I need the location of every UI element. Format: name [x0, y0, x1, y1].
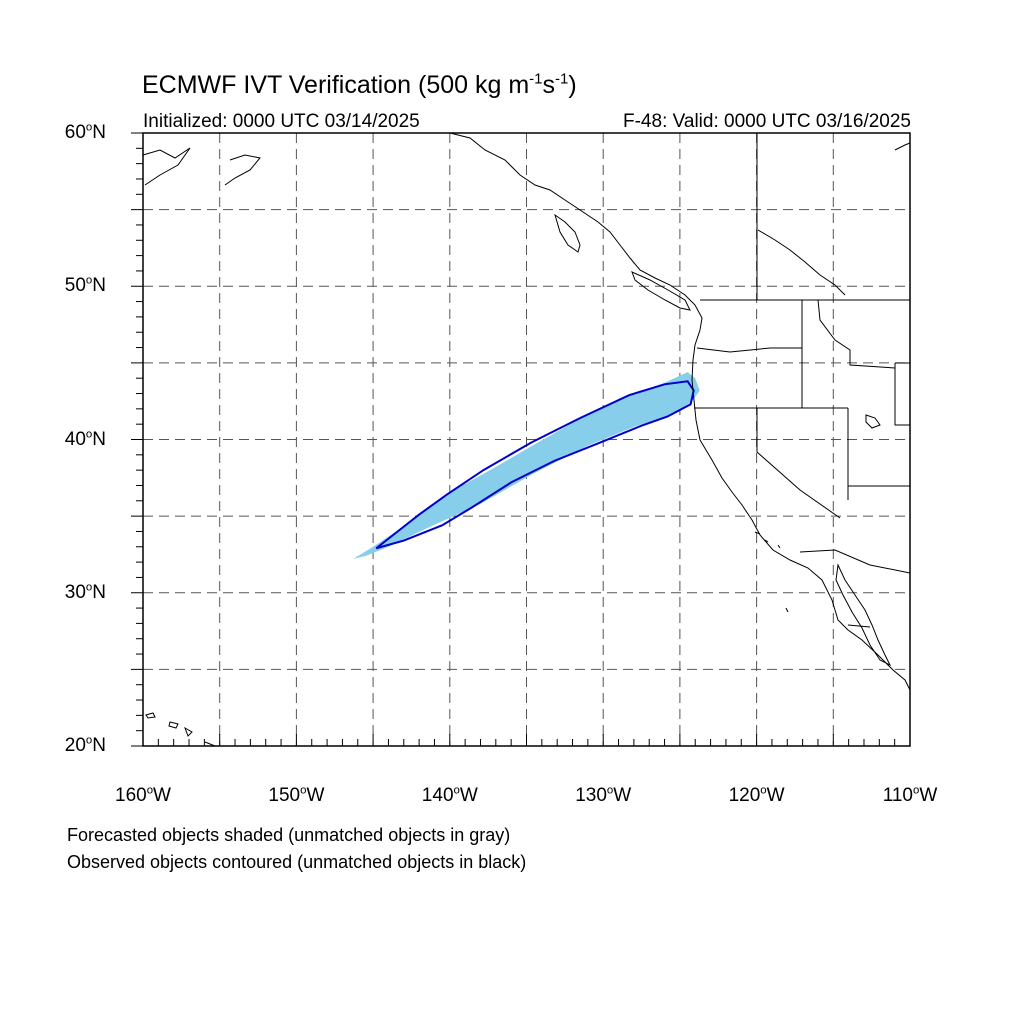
- coastline-interior-1: [757, 229, 846, 296]
- great-salt-lake: [865, 414, 881, 429]
- longitude-label: 160oW: [115, 784, 171, 806]
- axis-ticks: [131, 132, 911, 747]
- us-mexico-border: [799, 549, 911, 574]
- state-border-wa-or: [696, 347, 802, 353]
- longitude-label: 140oW: [421, 784, 478, 806]
- grid-lines: [143, 133, 910, 746]
- observed-object: [375, 380, 695, 550]
- plot-frame: [142, 132, 911, 747]
- coastline-hawaii-1: [145, 712, 156, 719]
- coastline-bc-islands: [554, 213, 581, 253]
- mexico-state-border: [847, 624, 871, 628]
- coastline-north-america: [449, 132, 911, 691]
- coastline-alaska: [142, 147, 191, 186]
- chart-title: ECMWF IVT Verification (500 kg m-1s-1): [142, 70, 577, 99]
- state-border-ca-nv: [756, 408, 841, 519]
- latitude-label: 40oN: [64, 428, 106, 450]
- coastlines: [142, 132, 911, 747]
- footer-forecast-note: Forecasted objects shaded (unmatched obj…: [67, 825, 511, 845]
- latitude-label: 50oN: [64, 274, 106, 297]
- forecast-object: [353, 372, 700, 559]
- coastline-alaska-3: [894, 142, 911, 151]
- political-borders: [694, 133, 911, 628]
- state-border-wy: [894, 362, 910, 426]
- longitude-label: 110oW: [882, 784, 938, 806]
- latitude-label: 60oN: [64, 121, 106, 143]
- coastline-baja: [835, 563, 892, 667]
- initialized-label: Initialized: 0000 UTC 03/14/2025: [143, 111, 420, 132]
- footer-observed-note: Observed objects contoured (unmatched ob…: [67, 852, 527, 872]
- coastline-hawaii-3: [184, 726, 193, 737]
- coastline-vancouver-island: [631, 271, 691, 311]
- coastline-hawaii-2: [168, 721, 179, 729]
- coastline-small-islands: [754, 531, 789, 613]
- coastline-alaska-2: [224, 154, 261, 186]
- longitude-label: 120oW: [728, 784, 785, 806]
- longitude-label: 130oW: [575, 784, 632, 806]
- latitude-label: 20oN: [64, 734, 106, 756]
- longitude-label: 150oW: [268, 784, 325, 806]
- state-border-mt: [817, 299, 896, 369]
- valid-label: F-48: Valid: 0000 UTC 03/16/2025: [623, 111, 911, 132]
- latitude-label: 30oN: [64, 581, 106, 603]
